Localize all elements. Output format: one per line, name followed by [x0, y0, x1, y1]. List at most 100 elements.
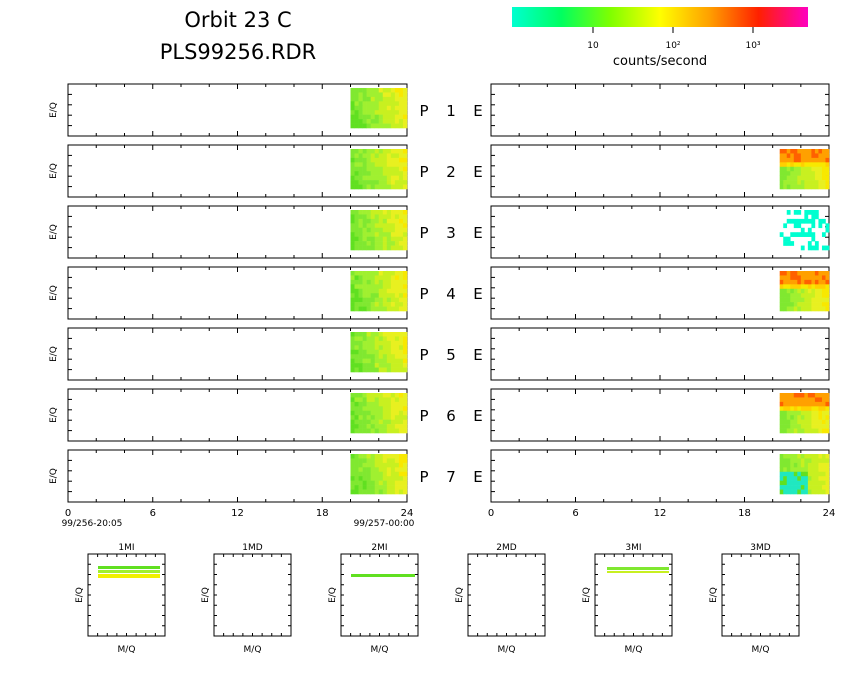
heatmap-cell — [378, 345, 384, 351]
heatmap-cell — [386, 184, 392, 190]
heatmap-cell — [814, 485, 819, 490]
heatmap-cell — [390, 96, 396, 102]
heatmap-cell — [354, 223, 359, 229]
heatmap-cell — [804, 428, 809, 434]
heatmap-cell — [362, 471, 367, 477]
heatmap-cell — [800, 415, 805, 420]
heatmap-cell — [382, 454, 388, 459]
heatmap-cell — [786, 297, 791, 303]
heatmap-cell — [358, 428, 363, 434]
heatmap-cell — [378, 302, 384, 307]
heatmap-cell — [370, 279, 376, 285]
heatmap-cell — [378, 419, 384, 425]
heatmap-cell — [378, 162, 384, 168]
heatmap-cell — [362, 232, 367, 237]
heatmap-cell — [390, 363, 396, 368]
heatmap-cell — [779, 171, 784, 176]
heatmap-cell — [374, 462, 380, 468]
heatmap-cell — [382, 467, 388, 473]
heatmap-cell — [811, 428, 816, 434]
heatmap-cell — [821, 171, 826, 176]
heatmap-cell — [386, 288, 392, 294]
heatmap-cell — [807, 471, 812, 477]
heatmap-cell — [354, 110, 359, 115]
heatmap-cell — [366, 302, 371, 307]
heatmap-cell — [402, 297, 408, 303]
heatmap-cell — [814, 393, 819, 398]
heatmap-cell — [807, 218, 812, 224]
heatmap-cell — [350, 293, 355, 298]
heatmap-cell — [378, 96, 384, 102]
row-label-E: E — [473, 224, 482, 242]
heatmap-cell — [790, 454, 795, 459]
heatmap-cell — [366, 419, 371, 425]
heatmap-cell — [402, 184, 408, 190]
heatmap-cell — [390, 345, 396, 351]
heatmap-cell — [358, 332, 363, 337]
heatmap-cell — [821, 428, 826, 434]
heatmap-cell — [783, 166, 788, 172]
heatmap-cell — [370, 105, 376, 111]
heatmap-cell — [350, 123, 355, 129]
heatmap-cell — [350, 458, 355, 464]
heatmap-cell — [366, 332, 371, 337]
heatmap-cell — [382, 367, 388, 373]
heatmap-cell — [821, 471, 826, 477]
heatmap-cell — [378, 166, 384, 172]
heatmap-cell — [394, 88, 400, 93]
heatmap-cell — [821, 297, 826, 303]
heatmap-cell — [790, 297, 795, 303]
heatmap-cell — [793, 171, 798, 176]
heatmap-cell — [386, 358, 392, 364]
heatmap-cell — [362, 180, 367, 185]
heatmap-cell — [790, 489, 795, 495]
heatmap-cell — [783, 241, 788, 246]
heatmap-cell — [354, 363, 359, 368]
heatmap-cell — [807, 424, 812, 429]
heatmap-cell — [783, 297, 788, 303]
heatmap-cell — [818, 428, 823, 434]
heatmap-cell — [807, 171, 812, 176]
heatmap-cell — [386, 92, 392, 98]
heatmap-cell — [350, 336, 355, 342]
heatmap-cell — [386, 345, 392, 351]
heatmap-cell — [354, 180, 359, 185]
heatmap-cell — [378, 279, 384, 285]
heatmap-cell — [390, 279, 396, 285]
heatmap-cell — [402, 476, 408, 481]
heatmap-cell — [386, 236, 392, 242]
heatmap-cell — [398, 345, 404, 351]
heatmap-cell — [793, 462, 798, 468]
heatmap-cell — [362, 462, 367, 468]
mass-y-label: E/Q — [709, 587, 719, 603]
heatmap-cell — [786, 184, 791, 190]
heatmap-cell — [386, 340, 392, 346]
heatmap-cell — [386, 279, 392, 285]
y-axis-label: E/Q — [49, 163, 59, 179]
heatmap-cell — [814, 297, 819, 303]
heatmap-cell — [394, 332, 400, 337]
heatmap-cell — [398, 214, 404, 220]
row-label-E: E — [473, 102, 482, 120]
heatmap-cell — [790, 175, 795, 181]
mass-y-label: E/Q — [328, 587, 338, 603]
heatmap-cell — [394, 297, 400, 303]
heatmap-cell — [793, 271, 798, 276]
heatmap-cell — [366, 162, 371, 168]
heatmap-cell — [786, 218, 791, 224]
heatmap-cell — [814, 462, 819, 468]
heatmap-cell — [354, 306, 359, 312]
heatmap-cell — [362, 284, 367, 290]
heatmap-cell — [821, 302, 826, 307]
heatmap-cell — [386, 123, 392, 129]
p-data-block — [350, 149, 408, 190]
heatmap-cell — [793, 480, 798, 486]
heatmap-cell — [793, 166, 798, 172]
heatmap-cell — [783, 419, 788, 425]
heatmap-cell — [394, 218, 400, 224]
heatmap-cell — [797, 480, 802, 486]
heatmap-cell — [818, 393, 823, 398]
heatmap-cell — [804, 410, 809, 416]
heatmap-cell — [390, 232, 396, 237]
heatmap-cell — [354, 284, 359, 290]
